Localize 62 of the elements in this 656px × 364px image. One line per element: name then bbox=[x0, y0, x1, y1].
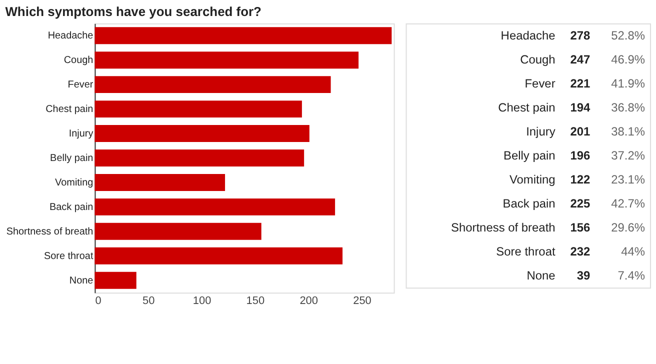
y-tick-label: Vomiting bbox=[55, 177, 94, 188]
text: 42.7% bbox=[611, 196, 646, 211]
text: 7.4% bbox=[618, 268, 646, 283]
category-label: Chest pain bbox=[498, 100, 556, 114]
data-label: 39 bbox=[576, 268, 591, 283]
bar bbox=[94, 198, 336, 216]
data-label: 221 bbox=[570, 76, 591, 90]
y-tick-label: Sore throat bbox=[44, 250, 94, 262]
text: 36.8% bbox=[611, 100, 646, 114]
data-label: 247 bbox=[570, 52, 591, 66]
bar bbox=[94, 52, 359, 69]
y-tick-label: Shortness of breath bbox=[6, 226, 94, 238]
y-tick-label: Belly pain bbox=[50, 152, 94, 164]
category-label: Sore throat bbox=[496, 244, 556, 259]
y-tick-label: Fever bbox=[68, 80, 94, 91]
bar bbox=[94, 272, 136, 289]
text: 29.6% bbox=[611, 220, 646, 235]
text: 46.9% bbox=[611, 52, 646, 66]
text: 37.2% bbox=[611, 148, 646, 162]
data-label: 232 bbox=[570, 244, 591, 259]
x-tick-label: 150 bbox=[246, 295, 265, 308]
bar bbox=[94, 174, 226, 191]
category-label: Injury bbox=[526, 124, 556, 138]
y-tick-label: Injury bbox=[68, 128, 94, 140]
bar bbox=[94, 100, 302, 118]
category-label: Headache bbox=[500, 28, 556, 42]
y-tick-label: Chest pain bbox=[46, 104, 94, 116]
text: 44% bbox=[621, 244, 646, 259]
data-label: 225 bbox=[570, 196, 591, 211]
bar bbox=[94, 222, 262, 240]
data-label: 201 bbox=[570, 124, 591, 138]
data-label: 278 bbox=[570, 28, 591, 42]
category-label: None bbox=[526, 268, 556, 283]
category-label: Shortness of breath bbox=[450, 220, 556, 235]
data-label: 194 bbox=[570, 100, 591, 114]
text: 52.8% bbox=[611, 28, 646, 42]
category-label: Vomiting bbox=[509, 172, 556, 187]
y-tick-label: Back pain bbox=[49, 202, 94, 213]
y-tick-label: Headache bbox=[48, 30, 94, 42]
category-label: Fever bbox=[524, 76, 556, 90]
bar bbox=[94, 125, 310, 142]
data-label: 156 bbox=[570, 220, 591, 235]
data-label: 196 bbox=[570, 148, 591, 162]
category-label: Back pain bbox=[502, 196, 556, 211]
bar bbox=[94, 27, 392, 44]
y-tick-label: Cough bbox=[64, 55, 94, 66]
x-tick-label: 0 bbox=[95, 295, 102, 308]
bar bbox=[94, 76, 331, 94]
text: 23.1% bbox=[611, 172, 646, 187]
text: 41.9% bbox=[611, 76, 646, 90]
category-label: Cough bbox=[520, 52, 556, 66]
text: 38.1% bbox=[611, 124, 646, 138]
y-tick-label: None bbox=[69, 275, 94, 286]
bar bbox=[94, 247, 343, 264]
x-tick-label: 50 bbox=[142, 295, 155, 308]
x-tick-label: 250 bbox=[353, 295, 372, 308]
data-label: 122 bbox=[570, 172, 591, 187]
bar bbox=[94, 150, 304, 166]
category-label: Belly pain bbox=[503, 148, 556, 162]
x-tick-label: 200 bbox=[300, 295, 318, 308]
x-tick-label: 100 bbox=[192, 295, 212, 308]
chart-title: Which symptoms have you searched for? bbox=[5, 4, 262, 19]
